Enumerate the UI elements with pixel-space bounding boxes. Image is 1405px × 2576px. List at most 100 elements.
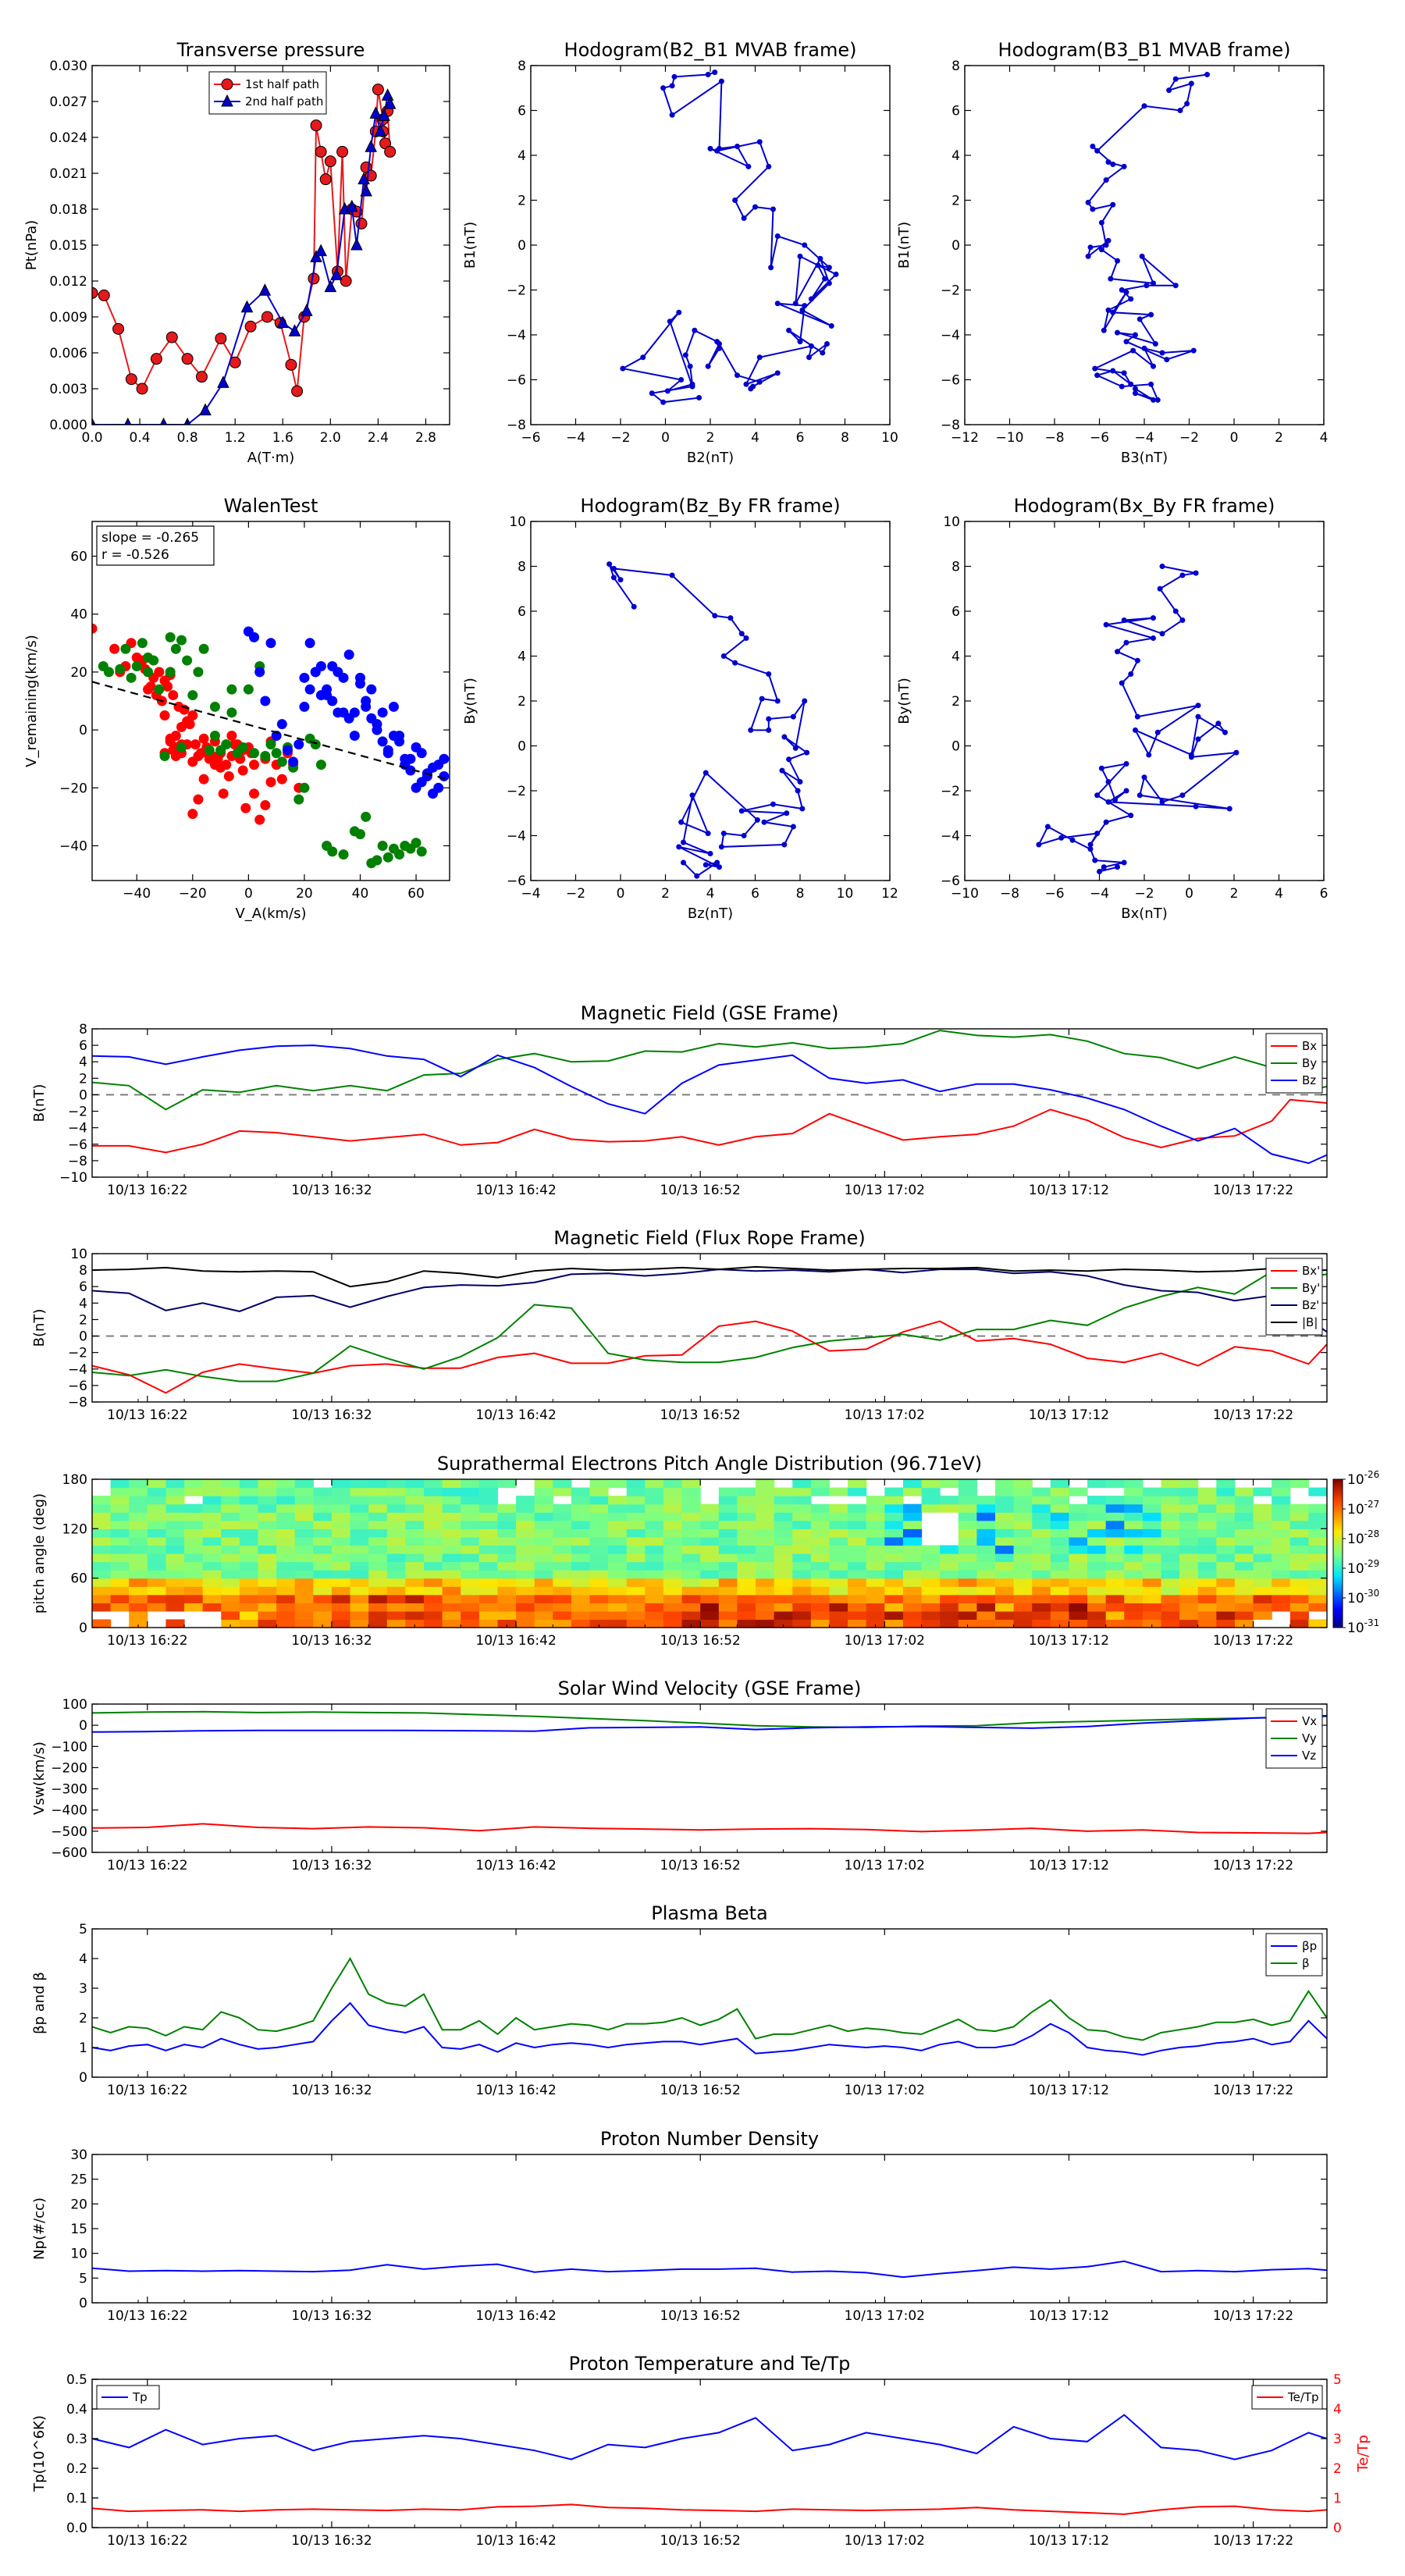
scatter-point xyxy=(338,849,349,860)
hodogram-point xyxy=(1151,635,1156,641)
heatmap-cell xyxy=(829,1603,848,1612)
heatmap-cell xyxy=(1013,1512,1033,1521)
heatmap-cell xyxy=(497,1610,517,1621)
heatmap-cell xyxy=(92,1503,112,1513)
heatmap-cell xyxy=(294,1603,314,1612)
heatmap-cell xyxy=(589,1479,609,1489)
y-tick-label: 100 xyxy=(62,1697,87,1713)
heatmap-cell xyxy=(1032,1594,1051,1603)
heatmap-cell xyxy=(110,1586,130,1596)
heatmap-cell xyxy=(1142,1536,1162,1546)
scatter-point xyxy=(304,638,315,649)
scatter-point xyxy=(372,855,382,866)
heatmap-cell xyxy=(478,1496,499,1505)
heatmap-cell xyxy=(994,1619,1015,1628)
heatmap-cell xyxy=(571,1586,591,1596)
heatmap-cell xyxy=(829,1561,848,1571)
heatmap-cell xyxy=(958,1594,977,1603)
colorbar-exponent: -31 xyxy=(1364,1617,1380,1628)
heatmap-cell xyxy=(626,1545,646,1554)
heatmap-cell xyxy=(1013,1578,1033,1587)
heatmap-cell xyxy=(792,1512,812,1521)
data-point xyxy=(336,145,349,158)
heatmap-cell xyxy=(258,1479,277,1489)
hodogram-point xyxy=(705,363,711,369)
x-axis-label: Bx(nT) xyxy=(1121,906,1167,922)
x-tick-label: 10/13 16:42 xyxy=(475,1633,556,1649)
heatmap-cell xyxy=(663,1479,683,1489)
heatmap-cell xyxy=(1050,1603,1070,1612)
heatmap-cell xyxy=(331,1561,351,1571)
scatter-point xyxy=(433,760,444,770)
hodogram-point xyxy=(1133,386,1138,392)
x-tick-label: −6 xyxy=(1090,430,1109,446)
heatmap-cell xyxy=(921,1487,941,1496)
heatmap-cell xyxy=(442,1479,461,1489)
heatmap-cell xyxy=(1105,1610,1125,1621)
heatmap-cell xyxy=(129,1487,148,1496)
heatmap-cell xyxy=(239,1545,259,1554)
heatmap-cell xyxy=(294,1545,314,1554)
heatmap-cell xyxy=(645,1496,664,1505)
heatmap-cell xyxy=(92,1545,112,1554)
heatmap-cell xyxy=(884,1586,904,1596)
heatmap-cell xyxy=(368,1610,388,1621)
correlation-text: r = -0.526 xyxy=(101,547,169,563)
series-line-Vz xyxy=(92,1714,1327,1733)
scatter-point xyxy=(176,742,187,753)
heatmap-cell xyxy=(829,1610,848,1621)
heatmap-cell xyxy=(663,1512,683,1521)
heatmap-cell xyxy=(350,1528,369,1538)
hodogram-point xyxy=(1154,729,1161,735)
y-axis-label: By(nT) xyxy=(462,678,478,724)
y-tick-label: −4 xyxy=(507,829,526,845)
slope-text: slope = -0.265 xyxy=(101,530,199,546)
heatmap-cell xyxy=(1142,1496,1162,1505)
heatmap-cell xyxy=(1179,1586,1199,1596)
scatter-point xyxy=(327,660,338,671)
heatmap-cell xyxy=(331,1553,351,1563)
heatmap-cell xyxy=(718,1619,738,1628)
y-tick-label: 2 xyxy=(79,1312,87,1328)
panel-title: Plasma Beta xyxy=(651,1902,767,1924)
hodogram-point xyxy=(745,163,752,169)
heatmap-cell xyxy=(1087,1479,1107,1489)
heatmap-cell xyxy=(902,1479,923,1489)
heatmap-cell xyxy=(147,1536,167,1546)
heatmap-cell xyxy=(350,1520,369,1529)
heatmap-cell xyxy=(184,1545,204,1554)
x-tick-label: 2 xyxy=(661,886,670,902)
heatmap-cell xyxy=(958,1619,977,1628)
heatmap-cell xyxy=(202,1512,222,1521)
x-tick-label: 12 xyxy=(881,886,898,902)
plot-area xyxy=(92,2414,1327,2515)
heatmap-cell xyxy=(386,1545,406,1554)
heatmap-cell xyxy=(405,1594,425,1603)
heatmap-cell xyxy=(405,1553,425,1563)
heatmap-cell xyxy=(571,1496,591,1505)
heatmap-cell xyxy=(681,1619,701,1628)
heatmap-cell xyxy=(239,1536,259,1546)
heatmap-cell xyxy=(1050,1545,1070,1554)
heatmap-cell xyxy=(1087,1586,1107,1596)
x-axis-label: A(T·m) xyxy=(247,450,295,466)
data-point xyxy=(285,358,297,371)
y-tick-label: −6 xyxy=(507,873,526,889)
heatmap-cell xyxy=(129,1479,148,1489)
heatmap-cell xyxy=(350,1545,369,1554)
heatmap-cell xyxy=(792,1619,812,1628)
heatmap-cell xyxy=(1179,1553,1199,1563)
heatmap-cell xyxy=(1308,1528,1327,1538)
panel-title: Hodogram(B3_B1 MVAB frame) xyxy=(998,39,1291,61)
heatmap-cell xyxy=(792,1561,812,1571)
heatmap-cell xyxy=(1234,1619,1254,1628)
heatmap-cell xyxy=(645,1487,664,1496)
heatmap-cell xyxy=(221,1586,240,1596)
heatmap-cell xyxy=(810,1487,831,1496)
heatmap-cell xyxy=(1216,1503,1236,1513)
scatter-point xyxy=(293,739,304,750)
heatmap-cell xyxy=(1050,1570,1070,1579)
hodogram-point xyxy=(1094,831,1101,837)
heatmap-cell xyxy=(368,1553,388,1563)
heatmap-cell xyxy=(478,1570,499,1579)
